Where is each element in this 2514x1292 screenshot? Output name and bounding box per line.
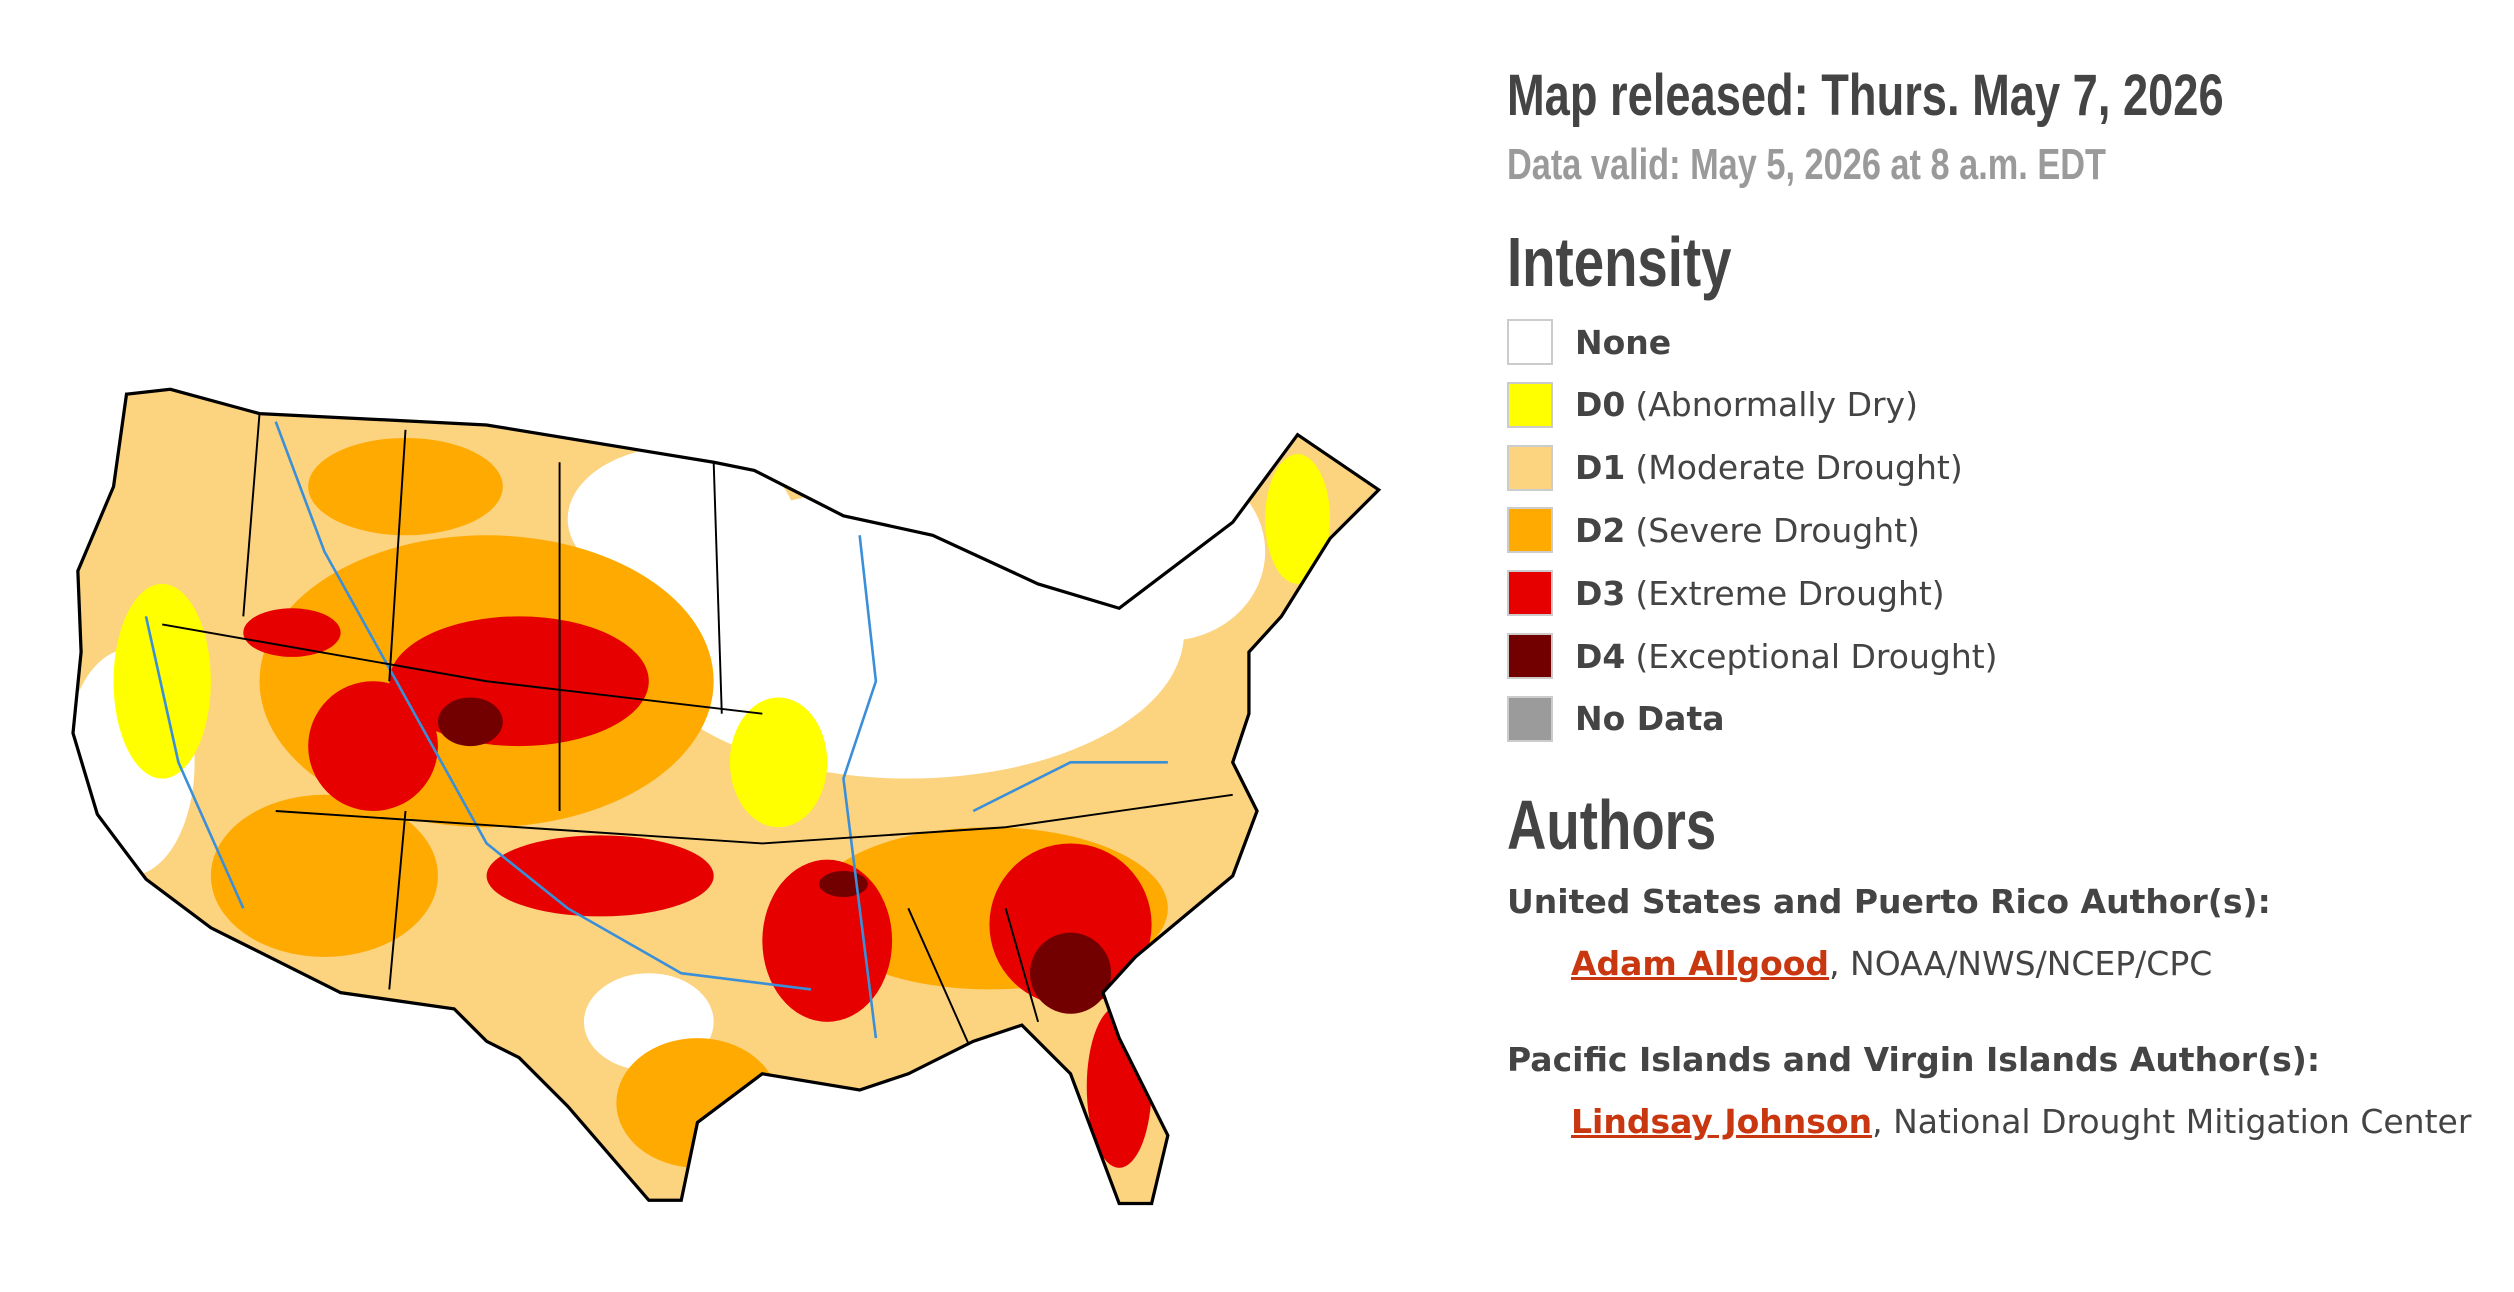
author-affiliation: , NOAA/NWS/NCEP/CPC [1829,944,2213,983]
legend-label: None [1575,322,1672,362]
author-heading: Pacific Islands and Virgin Islands Autho… [1507,1040,2321,1079]
author-affiliation: , National Drought Mitigation Center [1872,1102,2472,1141]
author-heading: United States and Puerto Rico Author(s): [1507,882,2271,921]
authors-title: Authors [1507,786,1717,864]
legend-code: D1 [1575,448,1626,488]
legend-swatch [1507,319,1553,365]
drought-map [71,387,1382,1206]
legend-label: No Data [1575,699,1725,739]
legend-desc: (Exceptional Drought) [1635,636,1998,676]
author-link[interactable]: Adam Allgood [1571,944,1830,983]
legend-swatch [1507,633,1553,679]
legend-item: D1 (Moderate Drought) [1507,444,1963,492]
legend-title: Intensity [1507,223,1732,301]
legend-item: D4 (Exceptional Drought) [1507,632,1998,680]
legend-item: None [1507,318,1681,366]
author-line: Lindsay Johnson, National Drought Mitiga… [1571,1102,2471,1141]
map-body [71,387,1382,1206]
data-valid: Data valid: May 5, 2026 at 8 a.m. EDT [1507,140,2106,189]
legend-item: D3 (Extreme Drought) [1507,569,1945,617]
legend-item: D0 (Abnormally Dry) [1507,381,1918,429]
author-line: Adam Allgood, NOAA/NWS/NCEP/CPC [1571,944,2212,983]
legend-desc: (Abnormally Dry) [1635,385,1918,425]
legend-item: D2 (Severe Drought) [1507,506,1920,554]
legend-desc: (Moderate Drought) [1635,448,1963,488]
legend-swatch [1507,507,1553,554]
author-link[interactable]: Lindsay Johnson [1571,1102,1873,1141]
legend-swatch [1507,444,1553,491]
legend-code: D4 [1575,636,1626,676]
legend-swatch [1507,381,1553,428]
legend-code: D3 [1575,573,1626,613]
map-released: Map released: Thurs. May 7, 2026 [1507,63,2224,128]
legend-item: No Data [1507,695,1734,743]
legend-desc: (Severe Drought) [1635,510,1920,550]
legend-swatch [1507,570,1553,617]
legend-code: D2 [1575,510,1626,550]
legend-swatch [1507,695,1553,742]
legend-code: D0 [1575,385,1626,425]
legend-desc: (Extreme Drought) [1635,573,1945,613]
